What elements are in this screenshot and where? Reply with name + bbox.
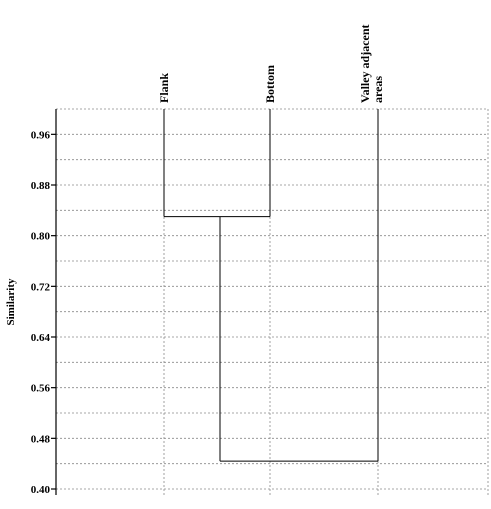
leaf-label: Flank bbox=[157, 73, 171, 103]
grid-layer bbox=[56, 108, 489, 495]
leaf-label: areas bbox=[371, 76, 385, 103]
dendrogram-branches bbox=[163, 109, 379, 462]
y-tick-label: 0.96 bbox=[31, 129, 51, 141]
leaf-labels: Flank Bottom Valley adjacent areas bbox=[157, 24, 385, 103]
y-tick-label: 0.80 bbox=[31, 231, 51, 243]
leaf-label: Valley adjacent bbox=[358, 24, 372, 103]
y-tick-label: 0.88 bbox=[31, 180, 51, 192]
y-axis: 0.96 0.88 0.80 0.72 0.64 0.56 0.48 0.40 bbox=[31, 109, 57, 496]
y-tick-label: 0.64 bbox=[31, 332, 51, 344]
leaf-label: Bottom bbox=[263, 65, 277, 103]
y-tick-label: 0.56 bbox=[31, 383, 51, 395]
y-tick-label: 0.72 bbox=[31, 281, 51, 293]
y-tick-label: 0.48 bbox=[31, 433, 51, 445]
y-tick-label: 0.40 bbox=[31, 484, 51, 496]
y-axis-title: Similarity bbox=[5, 278, 17, 326]
